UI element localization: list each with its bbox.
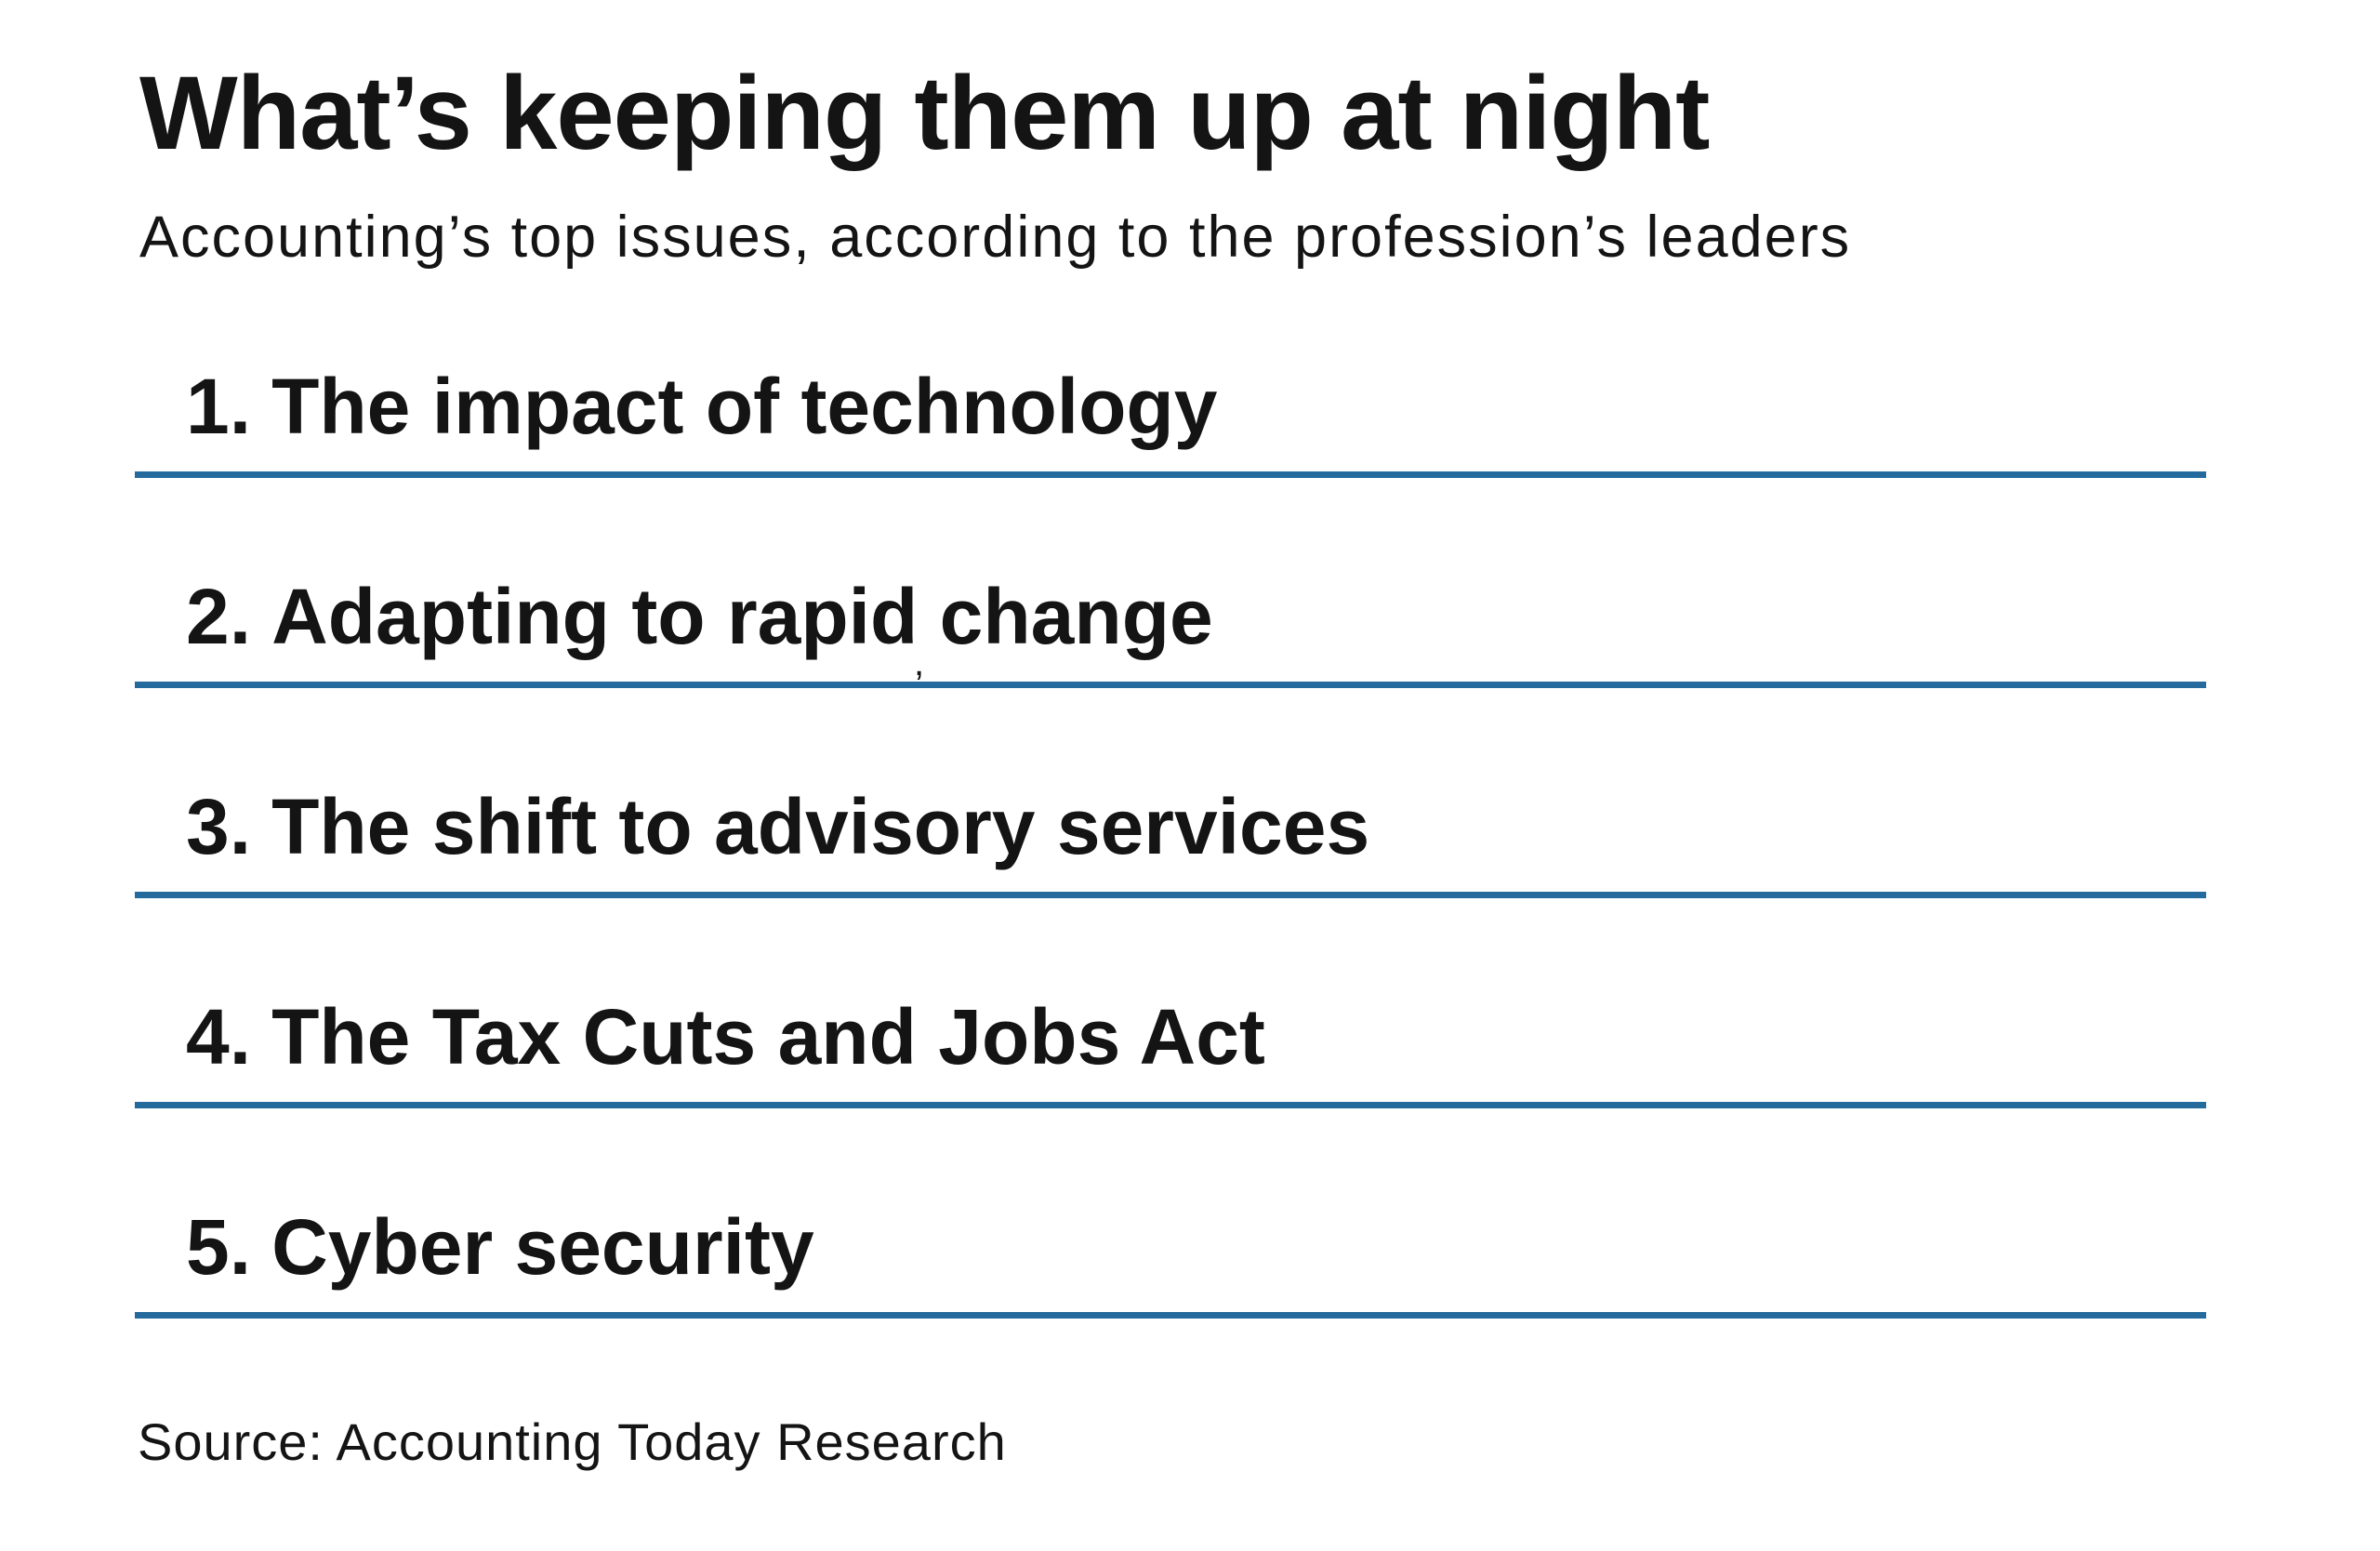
item-number: 3. <box>186 783 252 871</box>
list-item: 4. The Tax Cuts and Jobs Act <box>135 990 2206 1109</box>
page-subtitle: Accounting’s top issues, according to th… <box>139 205 1852 271</box>
item-label: Cyber security <box>271 1203 814 1292</box>
item-number: 5. <box>186 1203 252 1292</box>
item-number: 1. <box>186 363 252 451</box>
item-label: Adapting to rapid change <box>271 573 1213 661</box>
page-title: What’s keeping them up at night <box>139 55 1710 171</box>
header: What’s keeping them up at night Accounti… <box>0 0 2380 276</box>
item-label: The impact of technology <box>271 363 1218 451</box>
list-item: 3. The shift to advisory services <box>135 780 2206 899</box>
item-label: The shift to advisory services <box>271 783 1370 871</box>
list-item: 5. Cyber security <box>135 1200 2206 1319</box>
stray-mark: , <box>914 643 925 684</box>
item-number: 2. <box>186 573 252 661</box>
item-label: The Tax Cuts and Jobs Act <box>271 993 1265 1081</box>
footer: Source: Accounting Today Research <box>138 1412 2380 1472</box>
top-issues-list: 1. The impact of technology 2. Adapting to … <box>135 360 2206 1319</box>
source-note: Source: Accounting Today Research <box>138 1412 1007 1472</box>
list-item: 1. The impact of technology <box>135 360 2206 479</box>
item-number: 4. <box>186 993 252 1081</box>
list-item: 2. Adapting to rapid change, <box>135 570 2206 689</box>
